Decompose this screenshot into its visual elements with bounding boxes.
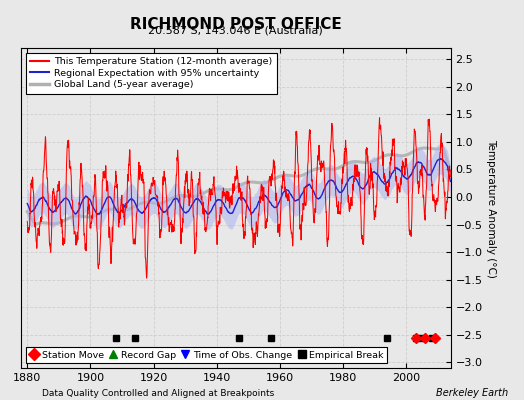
Legend: Station Move, Record Gap, Time of Obs. Change, Empirical Break: Station Move, Record Gap, Time of Obs. C… bbox=[26, 347, 387, 363]
Text: Data Quality Controlled and Aligned at Breakpoints: Data Quality Controlled and Aligned at B… bbox=[42, 389, 274, 398]
Text: 20.587 S, 143.046 E (Australia): 20.587 S, 143.046 E (Australia) bbox=[148, 25, 323, 35]
Title: RICHMOND POST OFFICE: RICHMOND POST OFFICE bbox=[130, 16, 342, 32]
Y-axis label: Temperature Anomaly (°C): Temperature Anomaly (°C) bbox=[486, 138, 497, 278]
Text: Berkeley Earth: Berkeley Earth bbox=[436, 388, 508, 398]
